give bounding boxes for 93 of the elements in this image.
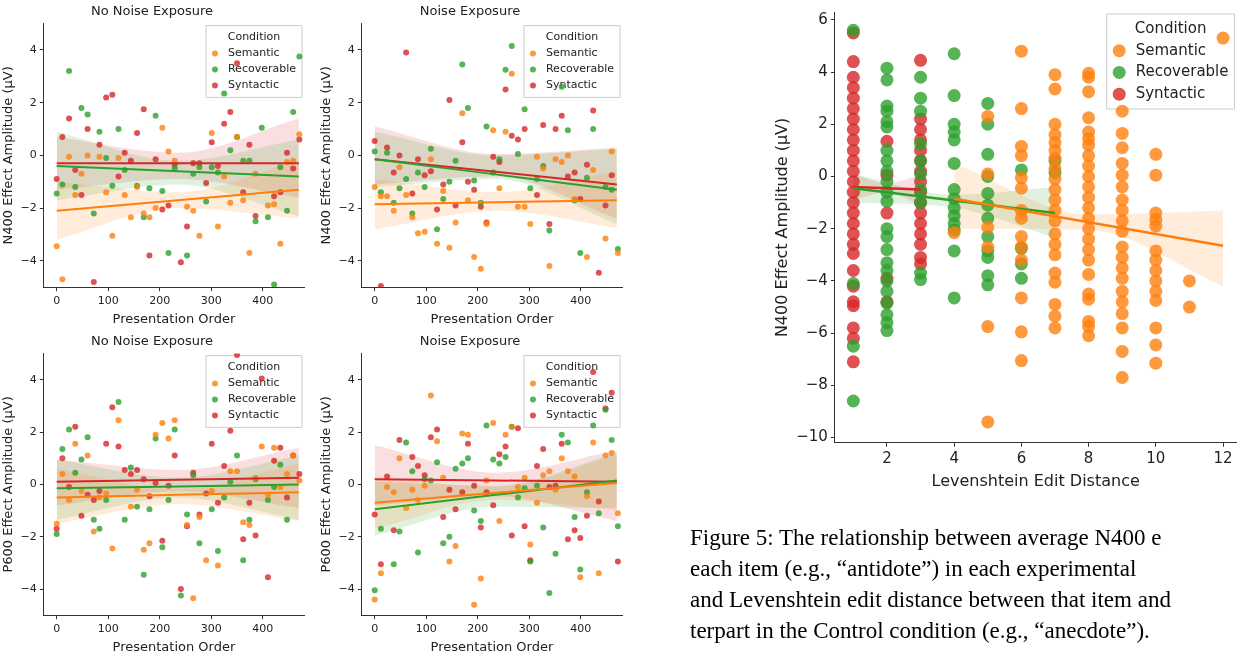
x-tick-label: 2 [882, 448, 892, 467]
chart-title: Noise Exposure [419, 3, 521, 19]
legend-label: Syntactic [227, 78, 279, 92]
text: terpart in the Control condition (e.g., “anecdote”). [690, 617, 1151, 645]
y-tick-label: −2 [805, 218, 828, 237]
x-tick-label: 200 [149, 293, 171, 307]
y-axis-title: N400 Effect Amplitude (µV) [0, 66, 16, 245]
legend-label: Semantic [227, 376, 280, 390]
y-tick-label: 0 [29, 148, 37, 162]
x-tick-label: 0 [53, 621, 61, 635]
y-tick-label: 0 [347, 477, 355, 491]
y-tick-label: −2 [20, 200, 37, 214]
legend-label: Syntactic [1135, 84, 1206, 103]
x-tick-label: 200 [467, 621, 489, 635]
legend-title: Condition [545, 360, 599, 374]
y-tick-label: −2 [338, 200, 355, 214]
text: and Levenshtein edit distance between that item and [690, 586, 1172, 614]
y-tick-label: 2 [29, 95, 37, 109]
y-tick-label: −4 [805, 270, 828, 289]
x-axis-title: Levenshtein Edit Distance [931, 470, 1140, 490]
y-tick-label: 4 [347, 42, 355, 56]
y-tick-label: 4 [347, 372, 355, 386]
y-tick-label: −2 [338, 529, 355, 543]
y-axis-title: P600 Effect Amplitude (µV) [0, 396, 16, 573]
legend-label: Semantic [227, 46, 280, 60]
y-tick-label: 4 [29, 372, 37, 386]
x-tick-label: 200 [467, 293, 489, 307]
x-tick-label: 100 [415, 621, 437, 635]
x-tick-label: 200 [149, 621, 171, 635]
legend-label: Recoverable [545, 62, 615, 76]
x-tick-label: 100 [415, 293, 437, 307]
y-axis-title: P600 Effect Amplitude (µV) [318, 396, 334, 573]
legend-title: Condition [227, 360, 281, 374]
x-axis-title: Presentation Order [112, 310, 236, 326]
legend-label: Recoverable [1135, 62, 1229, 81]
x-tick-label: 0 [53, 293, 61, 307]
y-tick-label: 0 [347, 148, 355, 162]
x-tick-label: 100 [97, 293, 119, 307]
y-tick-label: −6 [805, 323, 828, 342]
x-axis-title: Presentation Order [430, 310, 554, 326]
y-tick-label: 0 [29, 477, 37, 491]
legend-label: Semantic [545, 46, 598, 60]
x-tick-label: 8 [1083, 448, 1094, 467]
y-tick-label: −4 [20, 253, 37, 267]
y-tick-label: 4 [818, 61, 828, 80]
x-tick-label: 300 [518, 621, 540, 635]
legend-label: Syntactic [545, 408, 597, 422]
y-tick-label: −2 [20, 529, 37, 543]
legend-label: Syntactic [227, 408, 279, 422]
x-tick-label: 12 [1213, 448, 1233, 467]
y-tick-label: 2 [818, 114, 828, 133]
y-tick-label: 2 [29, 424, 37, 438]
y-tick-label: −4 [338, 581, 355, 595]
legend-title: Condition [545, 30, 599, 44]
x-axis-title: Presentation Order [112, 638, 236, 654]
y-axis-title: N400 Effect Amplitude (µV) [318, 66, 334, 245]
y-tick-label: 6 [818, 9, 828, 28]
y-tick-label: 2 [347, 424, 355, 438]
x-tick-label: 400 [570, 293, 592, 307]
legend-label: Semantic [1135, 40, 1207, 59]
x-tick-label: 4 [949, 448, 959, 467]
x-tick-label: 300 [518, 293, 540, 307]
y-axis-title: N400 Effect Amplitude (µV) [771, 117, 791, 338]
x-tick-label: 100 [97, 621, 119, 635]
x-tick-label: 400 [252, 621, 274, 635]
legend-title: Condition [1134, 18, 1207, 37]
legend-label: Recoverable [545, 392, 615, 406]
legend-label: Semantic [545, 376, 598, 390]
x-tick-label: 6 [1016, 448, 1027, 467]
legend-label: Syntactic [545, 78, 597, 92]
x-tick-label: 0 [371, 293, 379, 307]
y-tick-label: −4 [20, 581, 37, 595]
x-tick-label: 400 [252, 293, 274, 307]
chart-title: No Noise Exposure [90, 3, 214, 19]
legend-label: Recoverable [227, 392, 297, 406]
y-tick-label: −10 [796, 427, 828, 446]
x-tick-label: 300 [200, 621, 222, 635]
y-tick-label: −8 [805, 375, 828, 394]
x-tick-label: 400 [570, 621, 592, 635]
caption: Figure 5: The relationship between average N400 e [690, 524, 1163, 552]
x-tick-label: 10 [1146, 448, 1166, 467]
x-axis-title: Presentation Order [430, 638, 554, 654]
y-tick-label: 0 [818, 166, 828, 185]
y-tick-label: 2 [347, 95, 355, 109]
y-tick-label: −4 [338, 253, 355, 267]
x-tick-label: 300 [200, 293, 222, 307]
y-tick-label: 4 [29, 42, 37, 56]
chart-title: No Noise Exposure [90, 333, 214, 349]
chart-title: Noise Exposure [419, 333, 521, 349]
text: each item (e.g., “antidote”) in each experimental [690, 555, 1138, 583]
legend-title: Condition [227, 30, 281, 44]
x-tick-label: 0 [371, 621, 379, 635]
legend-label: Recoverable [227, 62, 297, 76]
